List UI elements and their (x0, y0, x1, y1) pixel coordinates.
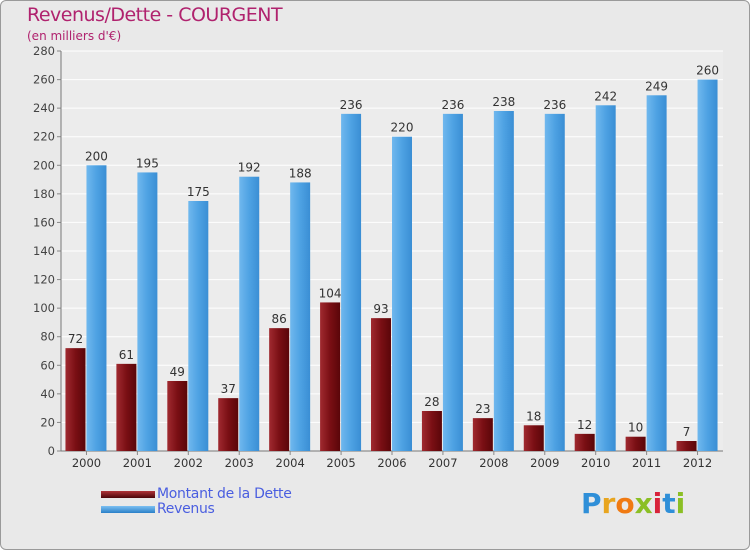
y-tick-label: 100 (33, 301, 55, 315)
data-label-debt: 28 (424, 395, 439, 409)
bar-debt (421, 411, 442, 451)
data-label-debt: 23 (475, 402, 490, 416)
data-label-revenue: 236 (340, 98, 363, 112)
data-label-revenue: 175 (187, 185, 210, 199)
bar-revenue (595, 105, 616, 452)
x-tick-label: 2000 (72, 456, 101, 470)
bar-revenue (493, 111, 514, 451)
chart-title: Revenus/Dette - COURGENT (27, 4, 283, 26)
y-tick-label: 280 (33, 44, 55, 58)
data-label-debt: 37 (221, 382, 236, 396)
logo-letter: r (601, 487, 616, 520)
data-label-debt: 72 (68, 332, 83, 346)
y-tick-label: 160 (33, 215, 55, 229)
bar-debt (472, 418, 493, 451)
y-tick-label: 200 (33, 158, 55, 172)
y-tick-label: 80 (40, 330, 55, 344)
bar-debt (371, 318, 391, 451)
y-tick-label: 20 (40, 415, 55, 429)
y-tick-label: 260 (33, 73, 55, 87)
data-label-revenue: 238 (492, 95, 515, 109)
data-label-debt: 10 (628, 421, 643, 435)
x-tick-label: 2007 (428, 456, 457, 470)
bar-revenue (290, 182, 311, 451)
y-tick-label: 120 (33, 273, 55, 287)
data-label-debt: 18 (526, 409, 541, 423)
x-tick-label: 2004 (276, 456, 305, 470)
bar-revenue (544, 113, 565, 451)
data-label-debt: 7 (683, 425, 691, 439)
bar-debt (523, 425, 544, 451)
bar-revenue (86, 165, 107, 452)
x-tick-label: 2008 (479, 456, 508, 470)
data-label-revenue: 200 (85, 149, 108, 163)
legend-label-debt: Montant de la Dette (157, 486, 292, 502)
bar-revenue (137, 172, 158, 451)
chart-subtitle: (en milliers d'€) (27, 29, 122, 43)
bar-revenue (646, 95, 667, 452)
data-label-debt: 12 (577, 418, 592, 432)
y-tick-label: 240 (33, 101, 55, 115)
bar-debt (676, 441, 697, 451)
legend-swatch-revenue (101, 506, 155, 513)
y-tick-label: 40 (40, 387, 55, 401)
bar-revenue (239, 176, 260, 451)
bar-debt (574, 433, 595, 451)
bar-revenue (392, 136, 412, 451)
bar-revenue (442, 113, 463, 451)
x-tick-label: 2009 (530, 456, 559, 470)
x-tick-label: 2012 (683, 456, 712, 470)
y-tick-label: 60 (40, 358, 55, 372)
x-tick-label: 2010 (581, 456, 610, 470)
bar-debt (625, 436, 646, 451)
bar-debt (320, 302, 341, 451)
data-label-debt: 104 (319, 286, 342, 300)
data-label-debt: 61 (119, 348, 134, 362)
x-tick-label: 2011 (632, 456, 661, 470)
data-label-debt: 93 (373, 302, 388, 316)
bar-debt (65, 348, 86, 451)
x-tick-label: 2006 (377, 456, 406, 470)
legend-swatch-debt (101, 491, 155, 498)
x-tick-label: 2005 (326, 456, 355, 470)
data-label-debt: 49 (170, 365, 185, 379)
bar-revenue (697, 79, 718, 452)
bar-revenue (341, 113, 362, 451)
x-tick-label: 2001 (123, 456, 152, 470)
logo-letter: i (675, 487, 686, 520)
data-label-revenue: 188 (289, 166, 312, 180)
logo-letter: o (615, 487, 635, 520)
proxiti-logo: Proxiti (581, 487, 685, 520)
bar-debt (167, 381, 188, 451)
data-label-revenue: 236 (441, 98, 464, 112)
y-tick-label: 180 (33, 187, 55, 201)
y-tick-label: 220 (33, 130, 55, 144)
data-label-revenue: 260 (696, 64, 719, 78)
data-label-revenue: 236 (543, 98, 566, 112)
data-label-revenue: 220 (391, 121, 414, 135)
logo-letter: i (652, 487, 663, 520)
y-tick-label: 140 (33, 244, 55, 258)
bar-debt (116, 363, 137, 451)
data-label-revenue: 242 (594, 89, 617, 103)
y-tick-label: 0 (48, 444, 55, 458)
bar-debt (218, 398, 239, 451)
data-label-revenue: 195 (136, 156, 159, 170)
logo-letter: P (581, 487, 602, 520)
data-label-revenue: 192 (238, 161, 261, 175)
logo-letter: x (634, 487, 653, 520)
x-tick-label: 2003 (225, 456, 254, 470)
bar-debt (269, 328, 290, 451)
legend-label-revenue: Revenus (157, 501, 215, 517)
data-label-debt: 86 (272, 312, 287, 326)
data-label-revenue: 249 (645, 79, 668, 93)
x-tick-label: 2002 (174, 456, 203, 470)
logo-letter: t (662, 487, 676, 520)
bar-revenue (188, 201, 209, 451)
